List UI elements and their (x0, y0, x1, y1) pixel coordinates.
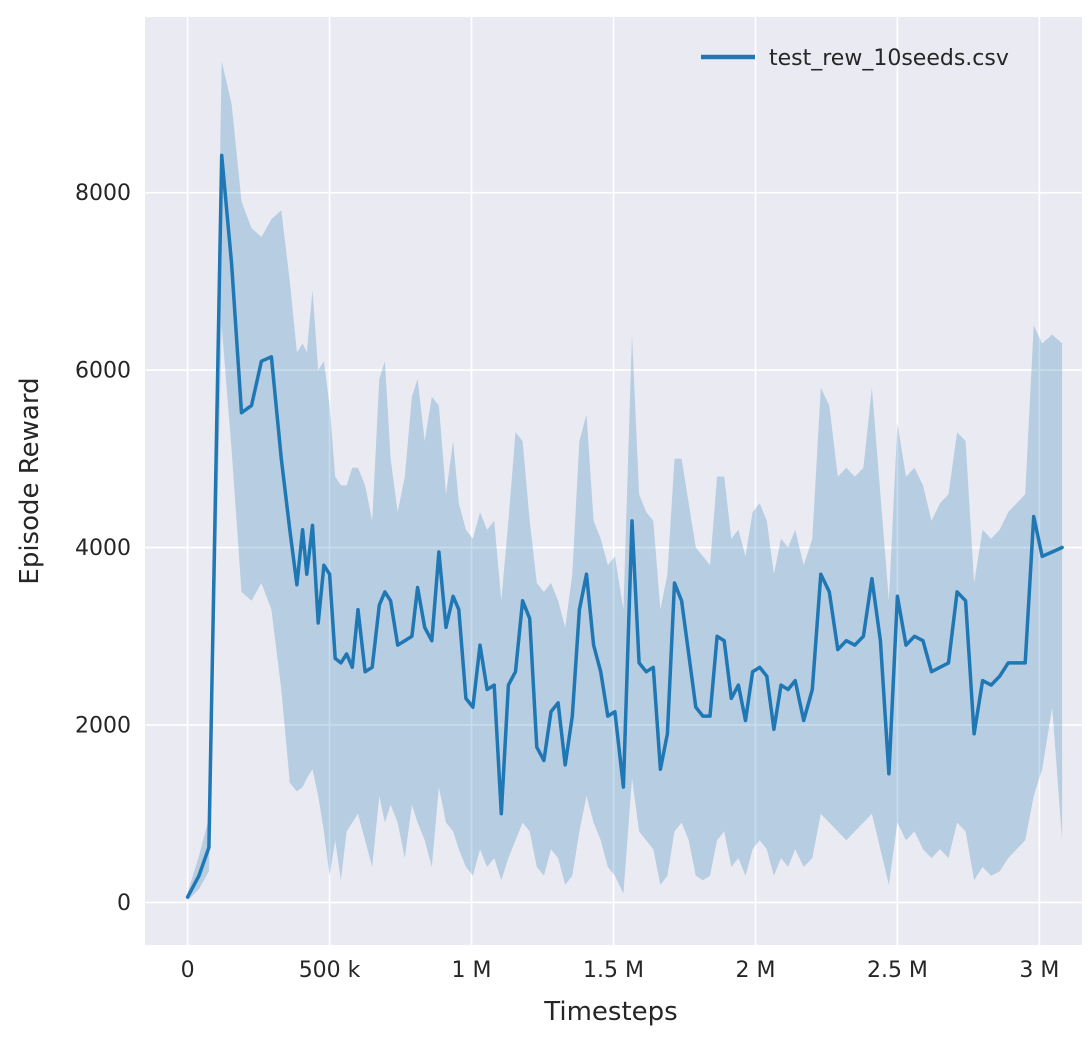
x-tick-label: 500 k (299, 958, 361, 983)
x-tick-label: 1.5 M (583, 958, 644, 983)
x-tick-label: 1 M (452, 958, 492, 983)
x-axis-label: Timesteps (543, 997, 677, 1027)
legend: test_rew_10seeds.csv (701, 46, 1009, 71)
y-tick-label: 4000 (75, 536, 131, 561)
legend-label: test_rew_10seeds.csv (769, 46, 1009, 71)
y-tick-label: 0 (117, 891, 131, 916)
reward-line (185, 153, 1064, 899)
x-tick-label: 3 M (1019, 958, 1059, 983)
y-axis-label: Episode Reward (15, 377, 45, 584)
y-tick-label: 2000 (75, 713, 131, 738)
confidence-band (187, 61, 1063, 901)
y-tick-label: 6000 (75, 359, 131, 384)
plot-area: 0 500 k 1 M 1.5 M 2 M 2.5 M 3 M 0 2000 4000 6000 80… (75, 17, 1082, 983)
y-tick-label: 8000 (75, 181, 131, 206)
x-tick-label: 2.5 M (867, 958, 928, 983)
x-tick-label: 2 M (735, 958, 775, 983)
x-tick-label: 0 (181, 958, 195, 983)
